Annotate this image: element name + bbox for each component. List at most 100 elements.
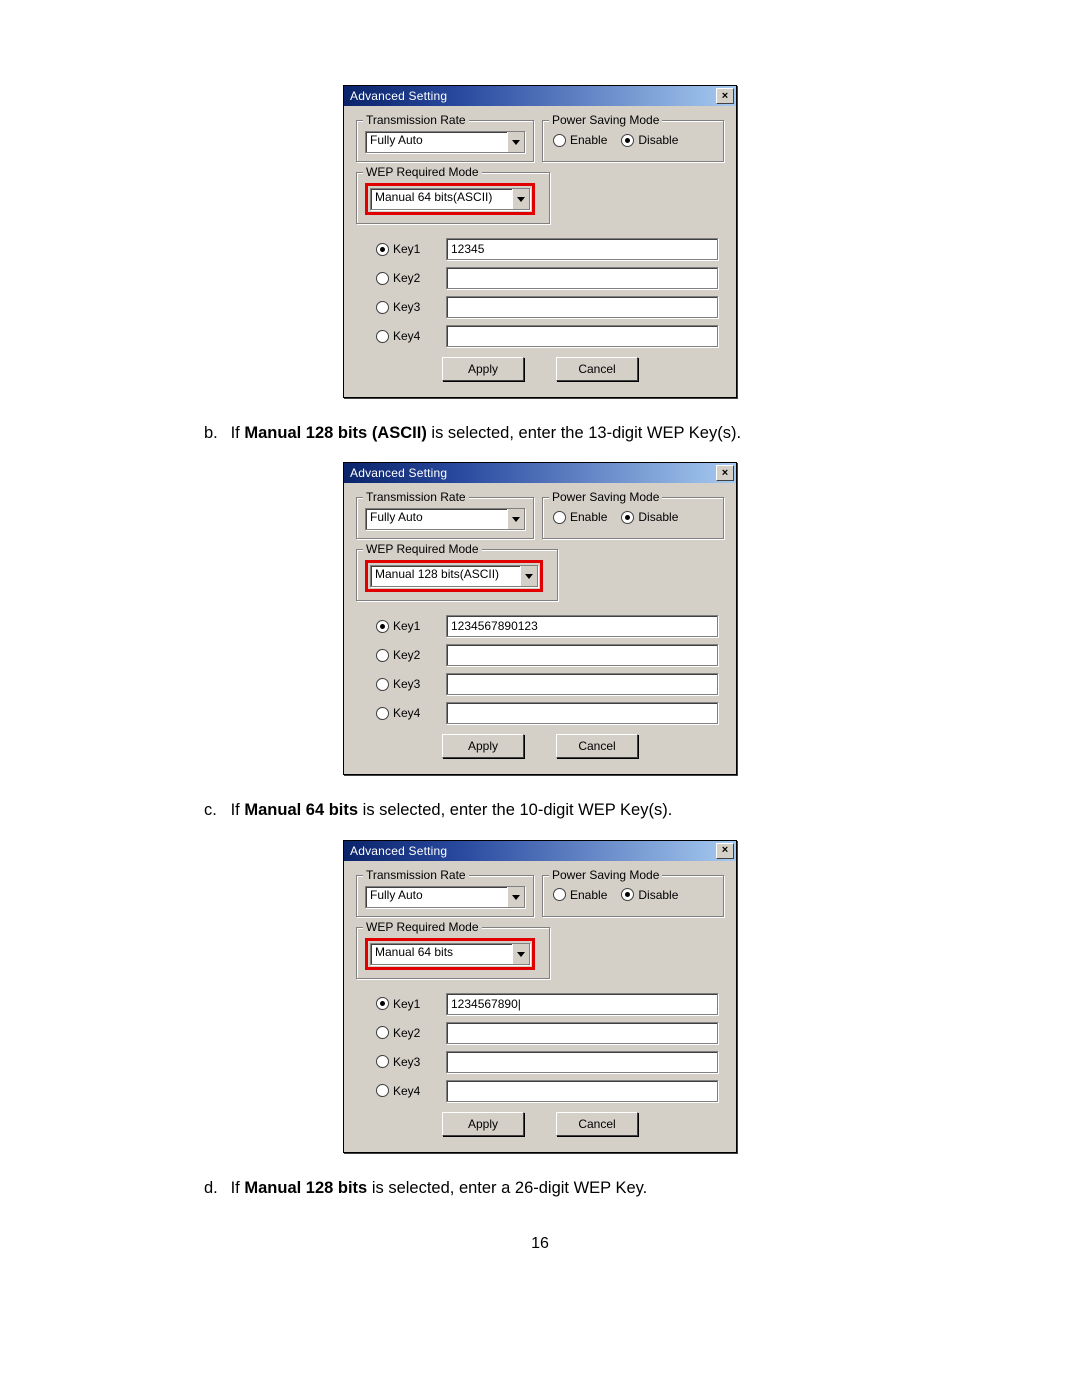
radio-icon <box>376 620 389 633</box>
key4-radio[interactable]: Key4 <box>376 1084 436 1098</box>
key4-input[interactable] <box>446 702 718 724</box>
psm-enable-radio[interactable]: Enable <box>553 888 607 902</box>
key3-radio[interactable]: Key3 <box>376 1055 436 1069</box>
apply-button[interactable]: Apply <box>442 357 524 381</box>
transmission-rate-group: Transmission Rate Fully Auto <box>356 120 534 162</box>
radio-icon <box>621 888 634 901</box>
key3-input[interactable] <box>446 296 718 318</box>
key2-input[interactable] <box>446 267 718 289</box>
psm-enable-label: Enable <box>570 133 607 147</box>
key4-radio[interactable]: Key4 <box>376 706 436 720</box>
key1-input[interactable] <box>446 993 718 1015</box>
wep-mode-dropdown[interactable]: Manual 64 bits <box>370 943 530 965</box>
radio-icon <box>376 272 389 285</box>
key3-label: Key3 <box>393 1055 420 1069</box>
psm-disable-radio[interactable]: Disable <box>621 510 678 524</box>
key1-label: Key1 <box>393 619 420 633</box>
key1-input[interactable] <box>446 615 718 637</box>
highlight-box: Manual 64 bits <box>365 938 535 970</box>
key2-radio[interactable]: Key2 <box>376 1026 436 1040</box>
transmission-rate-value: Fully Auto <box>366 509 507 529</box>
key4-label: Key4 <box>393 329 420 343</box>
key3-label: Key3 <box>393 300 420 314</box>
transmission-rate-label: Transmission Rate <box>363 113 469 127</box>
chevron-down-icon <box>507 132 524 152</box>
radio-icon <box>376 707 389 720</box>
transmission-rate-group: Transmission Rate Fully Auto <box>356 497 534 539</box>
wep-required-mode-label: WEP Required Mode <box>363 920 482 934</box>
wep-required-mode-group: WEP Required Mode Manual 64 bits <box>356 927 550 979</box>
key1-radio[interactable]: Key1 <box>376 997 436 1011</box>
close-icon[interactable]: × <box>716 465 734 481</box>
transmission-rate-dropdown[interactable]: Fully Auto <box>365 131 525 153</box>
cancel-button[interactable]: Cancel <box>556 1112 638 1136</box>
psm-enable-label: Enable <box>570 510 607 524</box>
psm-enable-radio[interactable]: Enable <box>553 510 607 524</box>
radio-icon <box>376 997 389 1010</box>
chevron-down-icon <box>507 887 524 907</box>
radio-icon <box>376 301 389 314</box>
key1-label: Key1 <box>393 242 420 256</box>
key2-input[interactable] <box>446 644 718 666</box>
apply-button[interactable]: Apply <box>442 734 524 758</box>
psm-disable-label: Disable <box>638 133 678 147</box>
chevron-down-icon <box>512 189 529 209</box>
key3-radio[interactable]: Key3 <box>376 677 436 691</box>
transmission-rate-value: Fully Auto <box>366 132 507 152</box>
key4-label: Key4 <box>393 706 420 720</box>
radio-icon <box>376 678 389 691</box>
key3-input[interactable] <box>446 1051 718 1073</box>
caption-d: d. If Manual 128 bits is selected, enter… <box>204 1177 1080 1199</box>
transmission-rate-dropdown[interactable]: Fully Auto <box>365 508 525 530</box>
key4-label: Key4 <box>393 1084 420 1098</box>
psm-enable-label: Enable <box>570 888 607 902</box>
page-number: 16 <box>0 1235 1080 1253</box>
key1-input[interactable] <box>446 238 718 260</box>
key3-radio[interactable]: Key3 <box>376 300 436 314</box>
wep-mode-dropdown[interactable]: Manual 128 bits(ASCII) <box>370 565 538 587</box>
radio-icon <box>621 134 634 147</box>
wep-required-mode-group: WEP Required Mode Manual 64 bits(ASCII) <box>356 172 550 224</box>
key2-radio[interactable]: Key2 <box>376 271 436 285</box>
power-saving-mode-label: Power Saving Mode <box>549 868 662 882</box>
key3-input[interactable] <box>446 673 718 695</box>
titlebar: Advanced Setting × <box>344 463 736 483</box>
key1-radio[interactable]: Key1 <box>376 619 436 633</box>
chevron-down-icon <box>520 566 537 586</box>
psm-disable-radio[interactable]: Disable <box>621 133 678 147</box>
wep-keys: Key1 Key2 Key3 Key4 <box>376 993 718 1102</box>
advanced-setting-dialog: Advanced Setting × Transmission Rate Ful… <box>343 840 737 1153</box>
key4-radio[interactable]: Key4 <box>376 329 436 343</box>
psm-disable-label: Disable <box>638 888 678 902</box>
wep-required-mode-group: WEP Required Mode Manual 128 bits(ASCII) <box>356 549 558 601</box>
wep-required-mode-label: WEP Required Mode <box>363 542 482 556</box>
key2-radio[interactable]: Key2 <box>376 648 436 662</box>
key2-input[interactable] <box>446 1022 718 1044</box>
cancel-button[interactable]: Cancel <box>556 734 638 758</box>
key4-input[interactable] <box>446 1080 718 1102</box>
power-saving-mode-group: Power Saving Mode Enable Disable <box>542 120 724 162</box>
psm-enable-radio[interactable]: Enable <box>553 133 607 147</box>
advanced-setting-dialog: Advanced Setting × Transmission Rate Ful… <box>343 462 737 775</box>
close-icon[interactable]: × <box>716 843 734 859</box>
transmission-rate-label: Transmission Rate <box>363 490 469 504</box>
radio-icon <box>376 1026 389 1039</box>
apply-button[interactable]: Apply <box>442 1112 524 1136</box>
chevron-down-icon <box>507 509 524 529</box>
close-icon[interactable]: × <box>716 88 734 104</box>
key1-label: Key1 <box>393 997 420 1011</box>
wep-mode-value: Manual 64 bits <box>371 944 512 964</box>
window-title: Advanced Setting <box>350 89 716 103</box>
radio-icon <box>376 243 389 256</box>
radio-icon <box>376 649 389 662</box>
cancel-button[interactable]: Cancel <box>556 357 638 381</box>
wep-required-mode-label: WEP Required Mode <box>363 165 482 179</box>
power-saving-mode-label: Power Saving Mode <box>549 113 662 127</box>
transmission-rate-dropdown[interactable]: Fully Auto <box>365 886 525 908</box>
psm-disable-radio[interactable]: Disable <box>621 888 678 902</box>
titlebar: Advanced Setting × <box>344 841 736 861</box>
wep-mode-dropdown[interactable]: Manual 64 bits(ASCII) <box>370 188 530 210</box>
key1-radio[interactable]: Key1 <box>376 242 436 256</box>
key4-input[interactable] <box>446 325 718 347</box>
radio-icon <box>376 330 389 343</box>
